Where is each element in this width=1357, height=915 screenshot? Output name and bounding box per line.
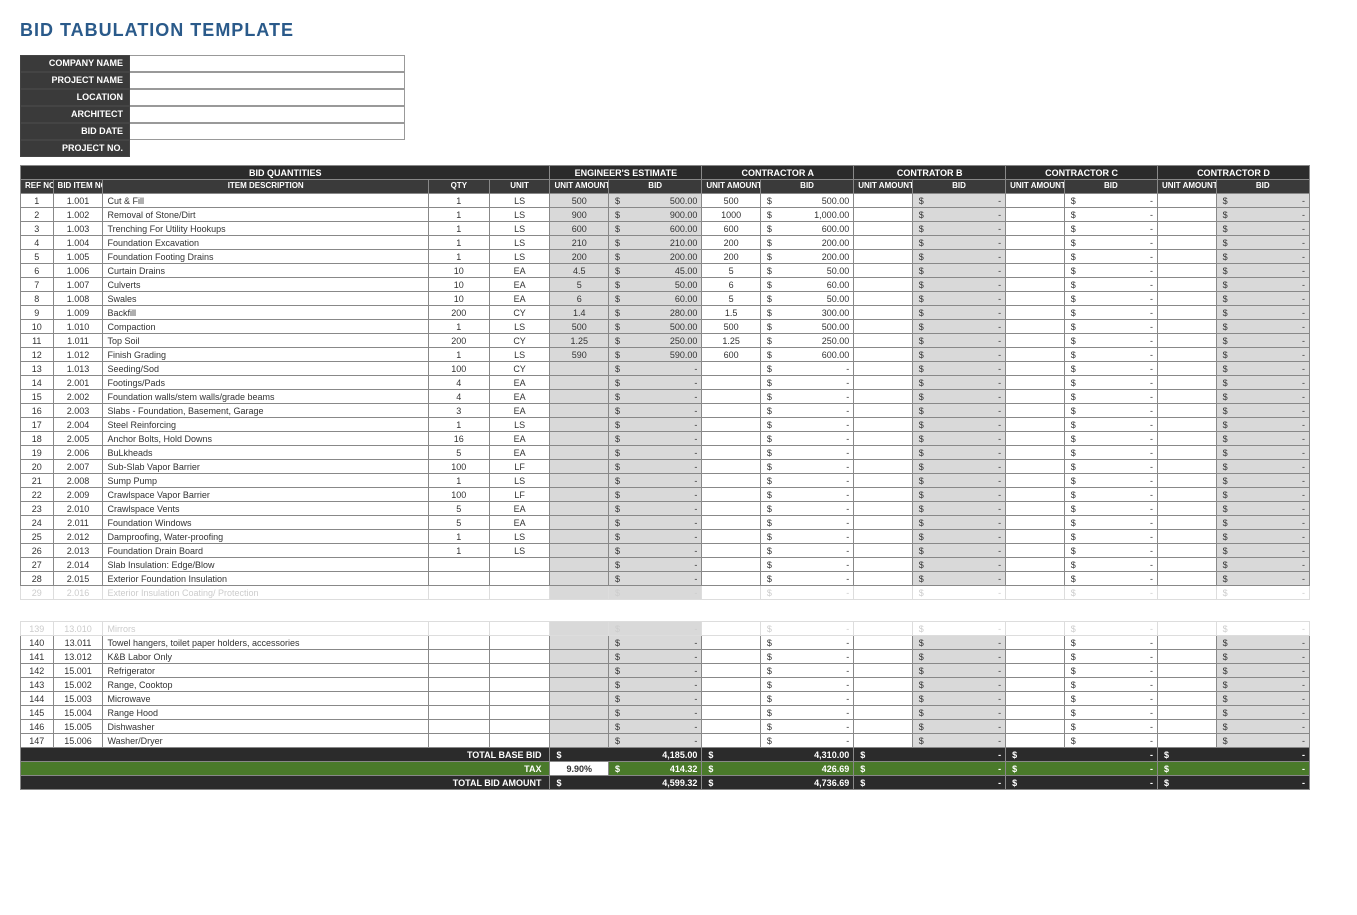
table-row: 202.007Sub-Slab Vapor Barrier100LF----- bbox=[21, 460, 1310, 474]
table-row: 182.005Anchor Bolts, Hold Downs16EA----- bbox=[21, 432, 1310, 446]
table-row: 131.013Seeding/Sod100CY----- bbox=[21, 362, 1310, 376]
tax-row: TAX 9.90% 414.32 426.69 - - - bbox=[21, 762, 1310, 776]
table-row: 162.003Slabs - Foundation, Basement, Gar… bbox=[21, 404, 1310, 418]
col-bid: BID bbox=[912, 180, 1005, 194]
table-row: 14615.005Dishwasher----- bbox=[21, 720, 1310, 734]
col-ua: UNIT AMOUNT bbox=[702, 180, 761, 194]
table-row: 14215.001Refrigerator----- bbox=[21, 664, 1310, 678]
group-header-row: BID QUANTITIES ENGINEER'S ESTIMATE CONTR… bbox=[21, 166, 1310, 180]
table-row: 51.005Foundation Footing Drains1LS200200… bbox=[21, 250, 1310, 264]
meta-value[interactable] bbox=[130, 140, 405, 157]
table-row: 172.004Steel Reinforcing1LS----- bbox=[21, 418, 1310, 432]
total-bid-row: TOTAL BID AMOUNT 4,599.32 4,736.69 - - - bbox=[21, 776, 1310, 790]
table-row: 13913.010Mirrors ----- bbox=[21, 622, 1310, 636]
table-row: 61.006Curtain Drains10EA4.545.00550.00--… bbox=[21, 264, 1310, 278]
table-row: 192.006BuLkheads5EA----- bbox=[21, 446, 1310, 460]
page-title: BID TABULATION TEMPLATE bbox=[20, 20, 1337, 41]
meta-block: COMPANY NAME PROJECT NAME LOCATION ARCHI… bbox=[20, 55, 1337, 157]
col-ref: REF NO. bbox=[21, 180, 54, 194]
table-row: 11.001Cut & Fill1LS500500.00500500.00--- bbox=[21, 194, 1310, 208]
col-bid: BID bbox=[1216, 180, 1309, 194]
table-row: 41.004Foundation Excavation1LS210210.002… bbox=[21, 236, 1310, 250]
col-ua: UNIT AMOUNT bbox=[1157, 180, 1216, 194]
table-row: 14113.012K&B Labor Only----- bbox=[21, 650, 1310, 664]
col-bid: BID bbox=[760, 180, 853, 194]
table-row: 212.008Sump Pump1LS----- bbox=[21, 474, 1310, 488]
table-row: 111.011Top Soil200CY1.25250.001.25250.00… bbox=[21, 334, 1310, 348]
table-row: 14315.002Range, Cooktop----- bbox=[21, 678, 1310, 692]
table-row: 121.012Finish Grading1LS590590.00600600.… bbox=[21, 348, 1310, 362]
table-row: 142.001Footings/Pads4EA----- bbox=[21, 376, 1310, 390]
table-row: 14515.004Range Hood----- bbox=[21, 706, 1310, 720]
col-header-row: REF NO. BID ITEM NO. ITEM DESCRIPTION QT… bbox=[21, 180, 1310, 194]
col-unit: UNIT bbox=[489, 180, 550, 194]
col-desc: ITEM DESCRIPTION bbox=[103, 180, 428, 194]
col-ua: UNIT AMOUNT bbox=[550, 180, 609, 194]
meta-value[interactable] bbox=[130, 55, 405, 72]
meta-label: LOCATION bbox=[20, 89, 130, 106]
table-row: 242.011Foundation Windows5EA----- bbox=[21, 516, 1310, 530]
table-row: 81.008Swales10EA660.00550.00--- bbox=[21, 292, 1310, 306]
col-bid: BID bbox=[1064, 180, 1157, 194]
table-row: 252.012Damproofing, Water-proofing1LS---… bbox=[21, 530, 1310, 544]
meta-label: ARCHITECT bbox=[20, 106, 130, 123]
table-row: 14415.003Microwave----- bbox=[21, 692, 1310, 706]
table-row: 101.010Compaction1LS500500.00500500.00--… bbox=[21, 320, 1310, 334]
meta-value[interactable] bbox=[130, 72, 405, 89]
meta-label: COMPANY NAME bbox=[20, 55, 130, 72]
meta-label: PROJECT NO. bbox=[20, 140, 130, 157]
meta-label: BID DATE bbox=[20, 123, 130, 140]
table-row: 71.007Culverts10EA550.00660.00--- bbox=[21, 278, 1310, 292]
table-row: 292.016Exterior Insulation Coating/ Prot… bbox=[21, 586, 1310, 600]
hdr-contractor-d: CONTRACTOR D bbox=[1157, 166, 1309, 180]
hdr-quantities: BID QUANTITIES bbox=[21, 166, 550, 180]
hdr-contractor-b: CONTRATOR B bbox=[854, 166, 1006, 180]
bid-table: BID QUANTITIES ENGINEER'S ESTIMATE CONTR… bbox=[20, 165, 1310, 790]
col-ua: UNIT AMOUNT bbox=[1006, 180, 1065, 194]
table-row: 14715.006Washer/Dryer----- bbox=[21, 734, 1310, 748]
table-row: 91.009Backfill200CY1.4280.001.5300.00--- bbox=[21, 306, 1310, 320]
table-row: 31.003Trenching For Utility Hookups1LS60… bbox=[21, 222, 1310, 236]
col-ua: UNIT AMOUNT bbox=[854, 180, 913, 194]
meta-value[interactable] bbox=[130, 123, 405, 140]
meta-value[interactable] bbox=[130, 89, 405, 106]
col-bid: BID bbox=[609, 180, 702, 194]
hdr-contractor-c: CONTRACTOR C bbox=[1006, 166, 1158, 180]
col-biditem: BID ITEM NO. bbox=[53, 180, 103, 194]
table-row: 282.015Exterior Foundation Insulation---… bbox=[21, 572, 1310, 586]
table-row: 14013.011Towel hangers, toilet paper hol… bbox=[21, 636, 1310, 650]
table-row: 262.013Foundation Drain Board1LS----- bbox=[21, 544, 1310, 558]
table-row: 21.002Removal of Stone/Dirt1LS900900.001… bbox=[21, 208, 1310, 222]
meta-value[interactable] bbox=[130, 106, 405, 123]
table-row: 272.014Slab Insulation: Edge/Blow----- bbox=[21, 558, 1310, 572]
hdr-contractor-a: CONTRACTOR A bbox=[702, 166, 854, 180]
table-row: 222.009Crawlspace Vapor Barrier100LF----… bbox=[21, 488, 1310, 502]
total-base-row: TOTAL BASE BID 4,185.00 4,310.00 - - - bbox=[21, 748, 1310, 762]
hdr-engineer: ENGINEER'S ESTIMATE bbox=[550, 166, 702, 180]
col-qty: QTY bbox=[428, 180, 489, 194]
table-row: 232.010Crawlspace Vents5EA----- bbox=[21, 502, 1310, 516]
meta-label: PROJECT NAME bbox=[20, 72, 130, 89]
table-row: 152.002Foundation walls/stem walls/grade… bbox=[21, 390, 1310, 404]
